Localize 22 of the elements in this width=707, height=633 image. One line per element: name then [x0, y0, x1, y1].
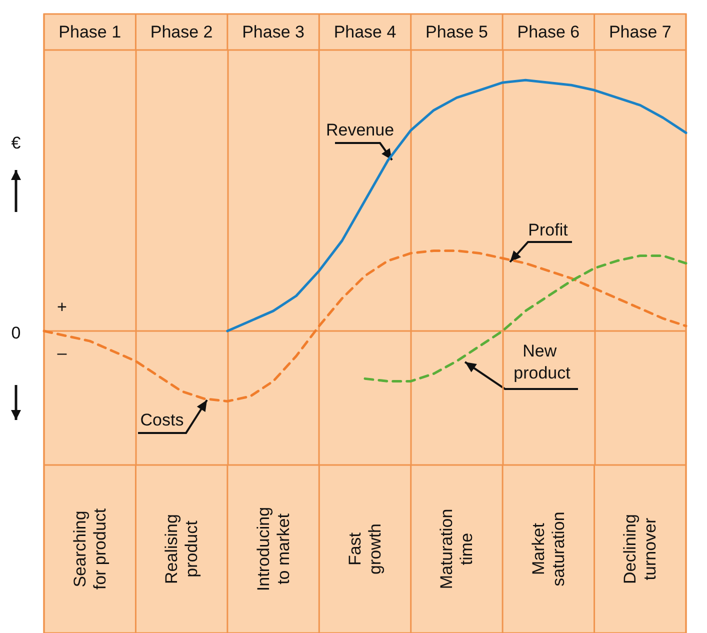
text: Phase 3 — [242, 22, 304, 42]
text: Phase 1 — [58, 22, 122, 42]
text: Phase 5 — [426, 22, 488, 42]
text: Phase 7 — [608, 22, 672, 42]
text: Realising product — [162, 514, 202, 584]
text: 0 — [11, 324, 21, 343]
text: Phase 2 — [150, 22, 213, 42]
y-axis-title: € — [11, 134, 22, 152]
annotation: + — [57, 298, 68, 317]
series-label: New product — [514, 342, 571, 382]
annotation: – — [57, 344, 68, 363]
text: Market saturation — [528, 512, 568, 586]
text: Costs — [140, 410, 184, 430]
text: Maturation time — [437, 508, 476, 590]
text: Introducing to market — [254, 506, 293, 592]
text: Fast growth — [346, 523, 384, 575]
text: Searching for product — [70, 508, 110, 590]
text: Declining turnover — [620, 514, 660, 584]
text: Phase 6 — [517, 22, 580, 42]
text: Phase 4 — [334, 22, 396, 42]
series-label: Revenue — [326, 120, 394, 140]
annotation: Profit — [528, 220, 568, 240]
